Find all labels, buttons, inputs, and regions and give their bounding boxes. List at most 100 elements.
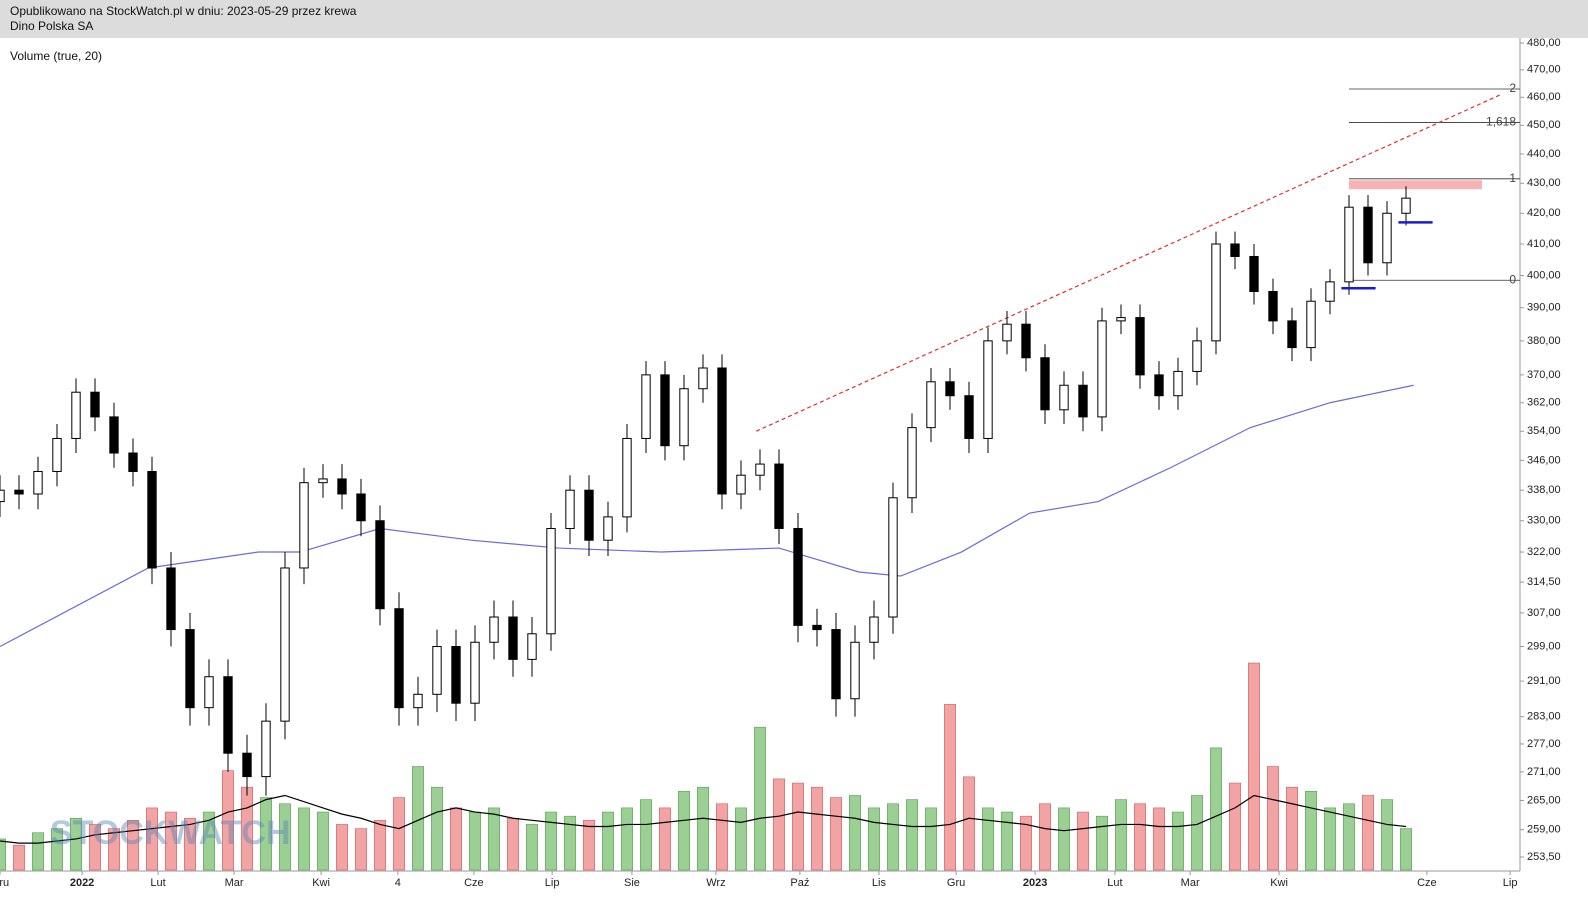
volume-bar: [848, 795, 861, 871]
candle-body: [1059, 384, 1069, 411]
x-tick-label: Lut: [150, 877, 165, 889]
volume-bar: [468, 811, 481, 871]
volume-bar: [1058, 807, 1071, 871]
y-tick-label: 259,00: [1527, 824, 1561, 836]
fib-label: 1,618: [1486, 115, 1516, 129]
volume-bar: [1362, 795, 1375, 871]
candle-body: [242, 752, 252, 778]
volume-bar: [1000, 811, 1013, 871]
x-tick-label: Paź: [790, 877, 809, 889]
candle-body: [1211, 243, 1221, 342]
fib-label: 1: [1509, 171, 1516, 185]
y-tick-label: 330,00: [1527, 515, 1561, 527]
candle-body: [622, 437, 632, 518]
volume-bar: [146, 807, 159, 871]
candle-body: [1173, 370, 1183, 397]
volume-bar: [639, 799, 652, 871]
volume-bar: [886, 803, 899, 871]
x-tick-label: Lip: [1503, 877, 1518, 889]
trendline: [755, 93, 1502, 432]
candle-body: [1363, 206, 1373, 264]
candle-body: [147, 470, 157, 569]
x-tick-label: Cze: [464, 877, 484, 889]
volume-bar: [1077, 811, 1090, 871]
candle-body: [755, 463, 765, 476]
volume-bar: [127, 820, 140, 871]
candle-body: [1097, 320, 1107, 418]
candle-body: [470, 641, 480, 704]
y-tick-label: 277,00: [1527, 738, 1561, 750]
volume-bar: [1191, 795, 1204, 871]
candle-body: [1249, 255, 1259, 293]
volume-bar: [962, 776, 975, 871]
y-tick-label: 430,00: [1527, 177, 1561, 189]
candle-body: [717, 367, 727, 495]
x-tick-label: Wrz: [706, 877, 725, 889]
volume-bar: [791, 782, 804, 871]
volume-bar: [1400, 828, 1413, 871]
volume-bar: [924, 807, 937, 871]
x-tick-label: 2023: [1023, 877, 1047, 889]
candle-body: [1078, 384, 1088, 418]
fib-label: 0: [1509, 272, 1516, 286]
volume-bar: [1134, 803, 1147, 871]
candle-body: [679, 388, 689, 447]
candle-body: [223, 676, 233, 754]
volume-bar: [1115, 799, 1128, 871]
candle-body: [0, 489, 5, 503]
volume-bar: [203, 811, 216, 871]
x-tick-label: Cze: [1417, 877, 1437, 889]
volume-bar: [1324, 807, 1337, 871]
volume-bar: [1229, 782, 1242, 871]
volume-bar: [1381, 799, 1394, 871]
candle-body: [204, 676, 214, 709]
volume-bar: [316, 811, 329, 871]
volume-bar: [544, 811, 557, 871]
candle-body: [1401, 197, 1411, 214]
y-tick-label: 307,00: [1527, 607, 1561, 619]
candle-body: [964, 395, 974, 439]
volume-bar: [943, 704, 956, 871]
volume-bar: [354, 828, 367, 871]
volume-bar: [1248, 662, 1261, 871]
volume-bar: [1210, 747, 1223, 871]
volume-bar: [1267, 766, 1280, 871]
candle-body: [432, 646, 442, 695]
candle-body: [584, 489, 594, 541]
candle-body: [1116, 317, 1126, 322]
candle-body: [1287, 320, 1297, 349]
volume-bar: [905, 799, 918, 871]
candle-body: [926, 381, 936, 429]
chart-title: Dino Polska SA: [10, 19, 93, 33]
x-tick-label: Lip: [545, 877, 560, 889]
volume-bar: [1286, 786, 1299, 871]
candle-body: [1154, 374, 1164, 397]
volume-bar: [753, 726, 766, 871]
candle-body: [489, 616, 499, 643]
x-tick-label: Mar: [1181, 877, 1200, 889]
y-tick-label: 450,00: [1527, 119, 1561, 131]
x-tick-label: Gru: [0, 877, 9, 889]
y-tick-label: 354,00: [1527, 425, 1561, 437]
candle-body: [33, 470, 43, 495]
volume-ma-line: [0, 794, 1407, 844]
volume-bar: [506, 817, 519, 871]
y-tick-label: 480,00: [1527, 37, 1561, 49]
candle-body: [261, 720, 271, 778]
candle-body: [907, 427, 917, 499]
volume-bar: [487, 807, 500, 871]
candle-body: [1382, 212, 1392, 264]
volume-bar: [70, 817, 83, 871]
y-tick-label: 380,00: [1527, 335, 1561, 347]
x-tick-label: Kwi: [1270, 877, 1288, 889]
volume-bar: [1343, 803, 1356, 871]
volume-bar: [734, 807, 747, 871]
y-tick-label: 390,00: [1527, 302, 1561, 314]
volume-bar: [108, 828, 121, 871]
volume-bar: [1019, 815, 1032, 871]
candle-body: [280, 567, 290, 722]
candle-body: [869, 616, 879, 643]
candle-body: [774, 463, 784, 529]
candle-body: [356, 493, 366, 522]
